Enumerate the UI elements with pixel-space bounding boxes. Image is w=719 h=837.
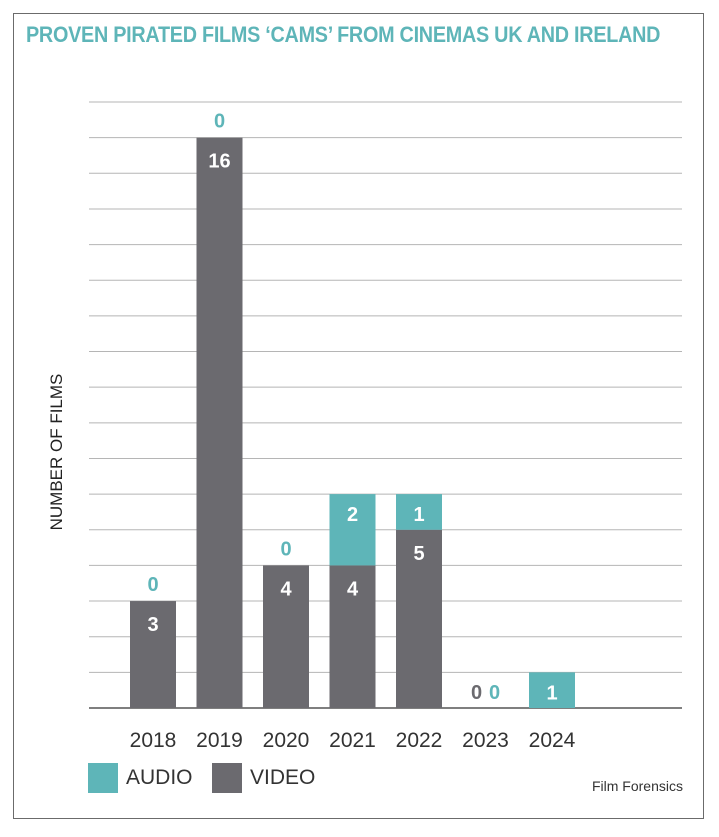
value-label-audio-2023: 0	[489, 682, 500, 704]
value-label-audio-2019: 0	[214, 111, 225, 133]
value-label-audio-2024: 1	[546, 682, 557, 704]
x-tick-label-2021: 2021	[329, 729, 376, 752]
bar-audio-2022	[396, 494, 442, 530]
bars	[130, 137, 575, 708]
x-axis-ticks: 2018 2019 2020 2021 2022 2023 2024	[130, 729, 576, 752]
x-tick-label-2022: 2022	[396, 729, 443, 752]
legend-item-audio: AUDIO	[88, 763, 193, 793]
value-label-audio-2021: 2	[347, 504, 358, 526]
value-label-video-2022: 5	[413, 543, 424, 565]
bar-video-2021	[329, 565, 376, 708]
value-label-video-2020: 4	[280, 578, 292, 600]
bar-audio-2021	[329, 494, 376, 566]
value-label-video-2023: 0	[471, 682, 482, 704]
legend-label-video: VIDEO	[250, 766, 316, 789]
value-label-audio-2020: 0	[280, 538, 291, 560]
legend-item-video: VIDEO	[212, 763, 315, 793]
legend-swatch-audio	[88, 763, 118, 793]
bar-video-2022	[396, 529, 442, 708]
bar-audio-2024	[529, 672, 575, 708]
value-label-video-2018: 3	[147, 614, 158, 636]
bar-video-2018	[130, 601, 176, 708]
legend-swatch-video	[212, 763, 242, 793]
x-tick-label-2018: 2018	[130, 729, 177, 752]
x-tick-label-2020: 2020	[263, 729, 310, 752]
value-label-video-2019: 16	[208, 151, 230, 173]
legend-label-audio: AUDIO	[126, 766, 193, 789]
value-label-audio-2018: 0	[147, 574, 158, 596]
bar-video-2020	[263, 565, 309, 708]
gridlines	[89, 101, 682, 709]
source-credit: Film Forensics	[591, 778, 683, 794]
value-label-audio-2022: 1	[413, 504, 424, 526]
x-tick-label-2019: 2019	[196, 729, 243, 752]
x-tick-label-2024: 2024	[529, 729, 576, 752]
value-label-video-2021: 4	[347, 578, 359, 600]
x-tick-label-2023: 2023	[462, 729, 509, 752]
chart-title: PROVEN PIRATED FILMS ‘CAMS’ FROM CINEMAS…	[26, 22, 661, 47]
bar-video-2019	[196, 137, 243, 708]
